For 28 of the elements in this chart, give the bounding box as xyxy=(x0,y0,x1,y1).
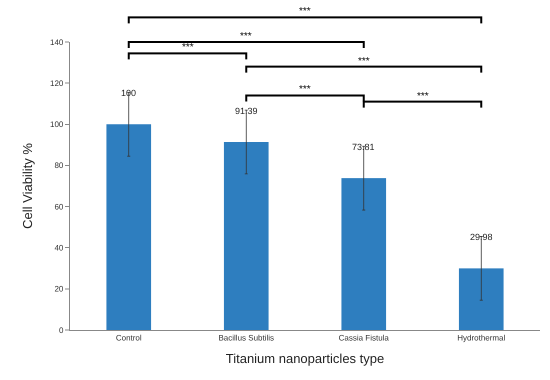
annotation: *** xyxy=(240,31,252,42)
data-label: 29.98 xyxy=(470,232,493,242)
y-tick-label: 80 xyxy=(54,161,64,170)
y-tick-label: 60 xyxy=(54,202,64,212)
x-axis-title: Titanium nanoparticles type xyxy=(226,351,384,366)
bar xyxy=(106,124,152,330)
bar xyxy=(458,268,504,330)
annotation: *** xyxy=(417,91,429,102)
annotation: *** xyxy=(299,84,311,95)
data-label: 100 xyxy=(121,88,136,98)
y-tick-label: 0 xyxy=(58,326,64,335)
y-tick-label: 140 xyxy=(50,38,64,47)
y-tick-label: 100 xyxy=(50,120,64,130)
data-label: 73.81 xyxy=(352,142,375,152)
y-tick-label: 20 xyxy=(54,284,64,294)
annotation: *** xyxy=(358,56,370,67)
bar xyxy=(224,142,269,330)
x-tick-label: Cassia Fistula xyxy=(338,334,390,343)
x-tick-label: Control xyxy=(116,334,142,343)
y-axis-title: Cell Viability % xyxy=(20,142,35,229)
data-label: 91.39 xyxy=(235,106,258,116)
x-tick-label: Bacillus Subtilis xyxy=(218,334,274,343)
text: *** xyxy=(299,6,311,17)
bar xyxy=(341,178,386,330)
annotation: *** xyxy=(182,42,194,53)
y-tick-label: 120 xyxy=(50,78,64,88)
x-tick-label: Hydrothermal xyxy=(457,334,506,343)
y-tick-label: 40 xyxy=(54,244,64,253)
